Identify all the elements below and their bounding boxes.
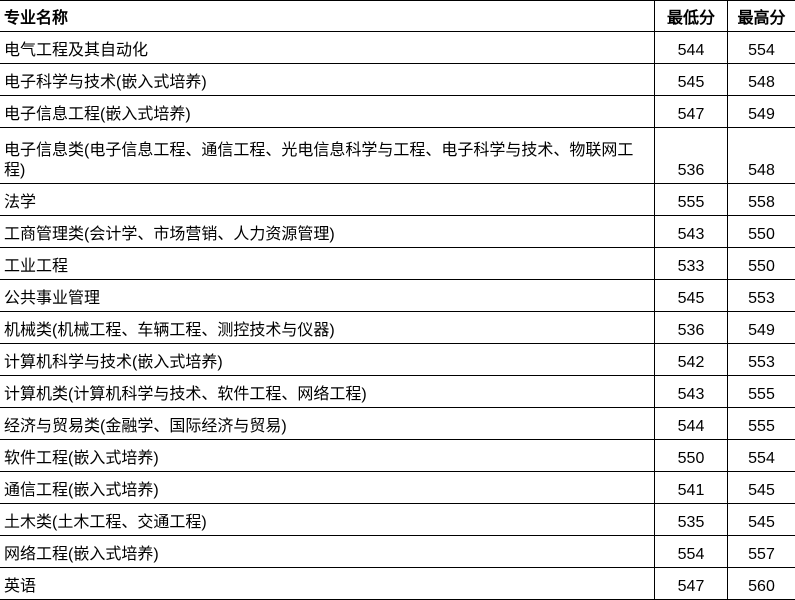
major-name: 公共事业管理	[0, 280, 655, 312]
major-name: 电子科学与技术(嵌入式培养)	[0, 64, 655, 96]
min-score: 543	[655, 376, 728, 408]
min-score: 547	[655, 96, 728, 128]
max-score: 545	[728, 504, 795, 536]
min-score: 536	[655, 312, 728, 344]
max-score: 558	[728, 184, 795, 216]
major-name: 工商管理类(会计学、市场营销、人力资源管理)	[0, 216, 655, 248]
min-score: 545	[655, 280, 728, 312]
major-name: 法学	[0, 184, 655, 216]
min-score: 535	[655, 504, 728, 536]
max-score: 548	[728, 64, 795, 96]
min-score: 543	[655, 216, 728, 248]
min-score: 533	[655, 248, 728, 280]
max-score: 553	[728, 344, 795, 376]
max-score: 557	[728, 536, 795, 568]
header-row: 专业名称 最低分 最高分	[0, 1, 795, 32]
max-score: 554	[728, 440, 795, 472]
max-score: 545	[728, 472, 795, 504]
min-score: 544	[655, 408, 728, 440]
min-score: 536	[655, 128, 728, 184]
max-score: 560	[728, 568, 795, 600]
min-score: 542	[655, 344, 728, 376]
major-name: 工业工程	[0, 248, 655, 280]
max-score: 555	[728, 376, 795, 408]
max-score: 548	[728, 128, 795, 184]
major-name: 计算机科学与技术(嵌入式培养)	[0, 344, 655, 376]
max-score: 555	[728, 408, 795, 440]
header-major: 专业名称	[0, 1, 655, 32]
major-name: 土木类(土木工程、交通工程)	[0, 504, 655, 536]
min-score: 547	[655, 568, 728, 600]
min-score: 550	[655, 440, 728, 472]
major-name: 机械类(机械工程、车辆工程、测控技术与仪器)	[0, 312, 655, 344]
major-name: 通信工程(嵌入式培养)	[0, 472, 655, 504]
max-score: 549	[728, 312, 795, 344]
major-name: 英语	[0, 568, 655, 600]
header-max-score: 最高分	[728, 1, 795, 32]
min-score: 554	[655, 536, 728, 568]
min-score: 544	[655, 32, 728, 64]
major-name: 电子信息类(电子信息工程、通信工程、光电信息科学与工程、电子科学与技术、物联网工…	[0, 128, 655, 184]
min-score: 541	[655, 472, 728, 504]
major-name: 电子信息工程(嵌入式培养)	[0, 96, 655, 128]
header-min-score: 最低分	[655, 1, 728, 32]
major-name: 电气工程及其自动化	[0, 32, 655, 64]
major-name: 软件工程(嵌入式培养)	[0, 440, 655, 472]
major-name: 网络工程(嵌入式培养)	[0, 536, 655, 568]
min-score: 555	[655, 184, 728, 216]
table-row: 电子信息类(电子信息工程、通信工程、光电信息科学与工程、电子科学与技术、物联网工…	[0, 128, 795, 184]
major-name: 计算机类(计算机科学与技术、软件工程、网络工程)	[0, 376, 655, 408]
max-score: 553	[728, 280, 795, 312]
major-name: 经济与贸易类(金融学、国际经济与贸易)	[0, 408, 655, 440]
max-score: 550	[728, 248, 795, 280]
max-score: 554	[728, 32, 795, 64]
max-score: 550	[728, 216, 795, 248]
min-score: 545	[655, 64, 728, 96]
max-score: 549	[728, 96, 795, 128]
